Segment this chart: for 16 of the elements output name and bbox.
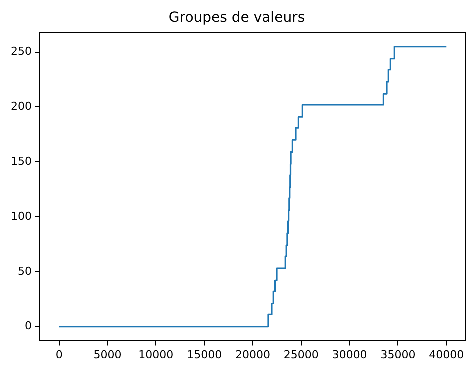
x-tick-label: 35000 <box>380 348 416 362</box>
y-tick-label: 150 <box>10 154 32 168</box>
y-tick-label: 100 <box>10 210 32 223</box>
y-tick-label: 250 <box>10 45 32 58</box>
x-tick-label: 40000 <box>429 348 464 362</box>
y-tick-label: 50 <box>18 264 32 278</box>
y-tick-label: 0 <box>24 320 32 333</box>
y-tick-label: 200 <box>10 100 32 114</box>
x-tick-label: 20000 <box>236 348 270 362</box>
x-tick-label: 30000 <box>332 348 368 362</box>
chart-title: Groupes de valeurs <box>168 10 306 26</box>
x-tick-label: 15000 <box>187 348 222 362</box>
x-tick-label: 0 <box>56 348 63 362</box>
x-tick-label: 10000 <box>138 348 174 362</box>
x-tick-label: 5000 <box>94 348 122 362</box>
x-tick-label: 25000 <box>284 348 319 362</box>
